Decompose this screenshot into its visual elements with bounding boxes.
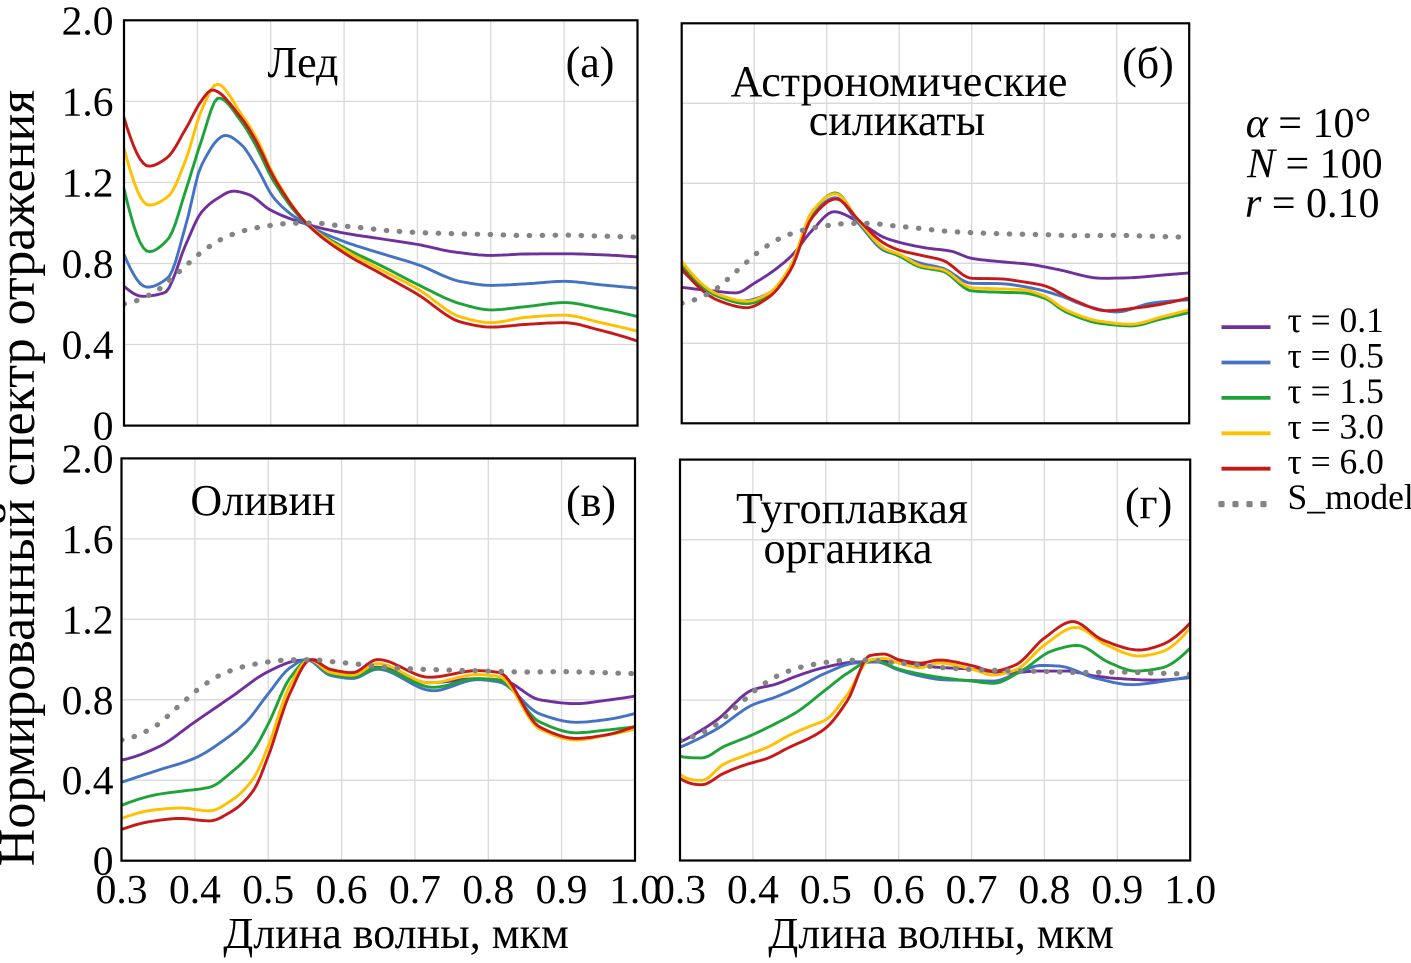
svg-text:1.2: 1.2 xyxy=(62,596,114,642)
svg-text:Длина волны, мкм: Длина волны, мкм xyxy=(223,909,569,958)
svg-text:τ = 0.5: τ = 0.5 xyxy=(1288,336,1384,376)
svg-text:Лед: Лед xyxy=(268,38,339,87)
svg-text:0.6: 0.6 xyxy=(316,866,368,912)
svg-text:0.7: 0.7 xyxy=(946,866,998,912)
svg-text:2.0: 2.0 xyxy=(62,0,114,43)
svg-text:τ = 0.1: τ = 0.1 xyxy=(1288,300,1384,340)
svg-text:1.0: 1.0 xyxy=(1164,866,1216,912)
svg-text:0: 0 xyxy=(93,403,114,449)
svg-text:0.7: 0.7 xyxy=(389,866,441,912)
svg-text:0.9: 0.9 xyxy=(1091,866,1143,912)
svg-text:α = 10°: α = 10° xyxy=(1246,101,1372,147)
svg-text:0.4: 0.4 xyxy=(62,757,114,803)
svg-text:1.6: 1.6 xyxy=(62,78,114,124)
svg-text:0.8: 0.8 xyxy=(1018,866,1070,912)
svg-text:1.6: 1.6 xyxy=(62,516,114,562)
svg-text:Тугоплавкая: Тугоплавкая xyxy=(736,484,968,533)
svg-text:0.6: 0.6 xyxy=(873,866,925,912)
svg-text:Нормированный спектр отражения: Нормированный спектр отражения xyxy=(0,90,46,866)
svg-text:r = 0.10: r = 0.10 xyxy=(1245,181,1380,227)
svg-text:Длина волны, мкм: Длина волны, мкм xyxy=(768,909,1114,958)
svg-text:0.8: 0.8 xyxy=(462,866,514,912)
svg-text:0.4: 0.4 xyxy=(62,322,114,368)
svg-text:органика: органика xyxy=(764,524,933,573)
svg-text:(а): (а) xyxy=(566,38,615,87)
svg-text:τ = 3.0: τ = 3.0 xyxy=(1288,406,1384,446)
svg-text:(б): (б) xyxy=(1122,39,1174,88)
svg-text:1.0: 1.0 xyxy=(609,866,661,912)
svg-text:0.4: 0.4 xyxy=(169,866,221,912)
svg-text:0.3: 0.3 xyxy=(654,866,706,912)
svg-text:Оливин: Оливин xyxy=(190,476,335,525)
svg-text:(в): (в) xyxy=(566,477,616,526)
svg-text:1.2: 1.2 xyxy=(62,159,114,205)
svg-text:0.3: 0.3 xyxy=(96,866,148,912)
svg-text:0.4: 0.4 xyxy=(727,866,779,912)
svg-text:S_model: S_model xyxy=(1288,477,1411,517)
svg-text:τ = 1.5: τ = 1.5 xyxy=(1288,371,1384,411)
svg-text:Астрономические: Астрономические xyxy=(731,57,1068,106)
svg-text:N = 100: N = 100 xyxy=(1246,142,1383,188)
svg-text:0: 0 xyxy=(93,838,114,884)
svg-text:2.0: 2.0 xyxy=(62,435,114,481)
svg-text:0.5: 0.5 xyxy=(242,866,294,912)
svg-text:0.5: 0.5 xyxy=(800,866,852,912)
svg-text:0.9: 0.9 xyxy=(536,866,588,912)
svg-text:(г): (г) xyxy=(1125,479,1172,528)
svg-text:0.8: 0.8 xyxy=(62,677,114,723)
svg-text:0.8: 0.8 xyxy=(62,241,114,287)
svg-text:силикаты: силикаты xyxy=(809,96,985,145)
svg-text:τ = 6.0: τ = 6.0 xyxy=(1288,442,1384,482)
